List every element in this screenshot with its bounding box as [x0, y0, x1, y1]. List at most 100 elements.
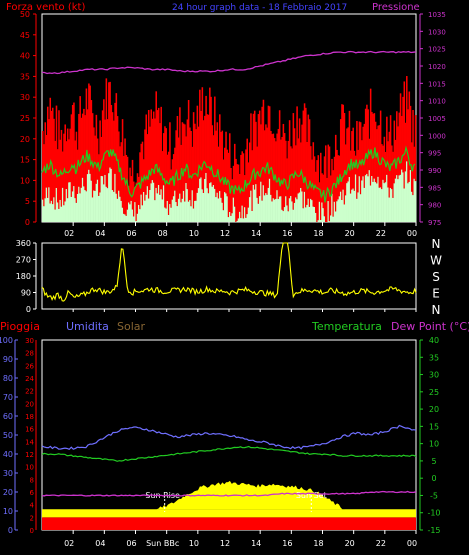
- wind-x-tick-label: 20: [345, 229, 355, 238]
- wind-max-bar: [286, 158, 288, 206]
- wind-min-bar: [51, 204, 54, 222]
- wind-min-bar: [68, 182, 70, 222]
- wind-min-bar: [364, 175, 367, 222]
- wind-max-bar: [394, 139, 397, 179]
- wind-min-bar: [190, 206, 192, 222]
- wind-max-bar: [187, 100, 190, 202]
- wind-min-bar: [56, 202, 59, 222]
- wind-max-bar: [302, 110, 305, 209]
- humidity-line: [41, 424, 417, 450]
- wind-min-bar: [155, 187, 157, 222]
- wind-min-bar: [105, 186, 108, 222]
- wind-min-bar: [166, 200, 169, 222]
- wind-min-bar: [141, 205, 144, 222]
- wind-min-bar: [386, 174, 388, 222]
- wind-max-bar: [155, 91, 157, 188]
- wind-min-bar: [225, 193, 227, 222]
- wind-min-bar: [209, 183, 211, 222]
- wind-min-bar: [89, 173, 91, 222]
- wind-min-bar: [265, 193, 267, 222]
- wind-min-bar: [381, 189, 383, 222]
- wind-max-bar: [276, 133, 278, 191]
- wind-max-bar: [182, 123, 185, 191]
- wind-min-bar: [219, 191, 221, 222]
- wind-min-bar: [74, 198, 76, 222]
- wind-min-bar: [229, 212, 231, 222]
- wind-min-bar: [80, 187, 83, 222]
- wind-min-bar: [172, 196, 175, 222]
- wind-min-bar: [240, 218, 242, 222]
- wind-y-tick-label: 40: [20, 52, 30, 61]
- wind-max-bar: [129, 167, 131, 205]
- wind-max-bar: [43, 144, 45, 207]
- wind-max-bar: [89, 85, 91, 174]
- wind-max-bar: [179, 107, 181, 194]
- wind-max-bar: [124, 138, 126, 215]
- pressure-axis-title: Pressione: [372, 2, 420, 13]
- wind-max-bar: [271, 134, 273, 202]
- wind-max-bar: [204, 115, 206, 179]
- rain-band: [42, 517, 416, 530]
- wind-min-bar: [322, 208, 325, 222]
- direction-y-tick-label: 180: [16, 272, 31, 281]
- wind-max-bar: [277, 128, 280, 200]
- wind-max-bar: [50, 110, 53, 201]
- wind-max-bar: [104, 119, 106, 175]
- wind-max-bar: [221, 130, 224, 203]
- wind-min-bar: [184, 201, 186, 222]
- wind-min-bar: [116, 198, 119, 222]
- wind-max-bar: [312, 142, 315, 207]
- solar-axis-title: Solar: [117, 320, 146, 333]
- wind-min-bar: [341, 200, 343, 222]
- wind-min-bar: [197, 188, 200, 222]
- wind-max-bar: [75, 131, 78, 203]
- wind-min-bar: [318, 201, 321, 222]
- wind-x-tick-label: 00: [407, 229, 417, 238]
- wind-max-bar: [185, 136, 187, 184]
- wind-y-tick-label: 35: [20, 72, 30, 81]
- pressure-line: [41, 50, 417, 75]
- wind-max-bar: [310, 146, 312, 199]
- wind-max-bar: [114, 102, 116, 174]
- pressure-y-tick-label: 990: [428, 167, 441, 175]
- wind-max-bar: [48, 119, 50, 188]
- wind-min-bar: [169, 204, 171, 222]
- weather-x-tick-label: 06: [126, 539, 136, 548]
- wind-min-bar: [373, 178, 376, 222]
- wind-min-bar: [75, 202, 78, 222]
- wind-max-bar: [258, 110, 261, 197]
- wind-min-bar: [382, 179, 384, 222]
- wind-min-bar: [339, 191, 342, 222]
- humidity-y-tick-label: 70: [3, 393, 13, 402]
- wind-min-bar: [205, 172, 207, 222]
- wind-min-bar: [243, 207, 246, 222]
- wind-min-bar: [272, 198, 275, 222]
- wind-max-bar: [266, 127, 268, 195]
- wind-min-bar: [187, 201, 190, 222]
- wind-max-bar: [406, 76, 408, 162]
- wind-min-bar: [84, 190, 86, 222]
- wind-max-bar: [303, 103, 306, 192]
- wind-min-bar: [212, 185, 215, 222]
- wind-min-bar: [81, 177, 84, 222]
- wind-max-bar: [76, 149, 79, 194]
- wind-max-bar: [403, 81, 406, 189]
- wind-max-bar: [275, 141, 277, 199]
- wind-max-bar: [293, 128, 296, 203]
- wind-min-bar: [263, 195, 266, 222]
- wind-min-bar: [268, 178, 271, 222]
- wind-min-bar: [261, 200, 263, 222]
- wind-y-tick-label: 25: [20, 114, 30, 123]
- pressure-y-tick-label: 1025: [428, 46, 446, 54]
- wind-min-bar: [296, 199, 298, 222]
- wind-min-bar: [236, 220, 239, 222]
- wind-max-bar: [128, 185, 130, 203]
- wind-min-bar: [258, 196, 261, 222]
- direction-y-tick-label: 0: [26, 305, 31, 314]
- wind-max-bar: [147, 110, 150, 199]
- wind-min-bar: [291, 201, 293, 222]
- wind-min-bar: [388, 197, 391, 222]
- wind-max-bar: [334, 134, 337, 212]
- wind-min-bar: [114, 173, 116, 222]
- wind-max-bar: [149, 126, 151, 191]
